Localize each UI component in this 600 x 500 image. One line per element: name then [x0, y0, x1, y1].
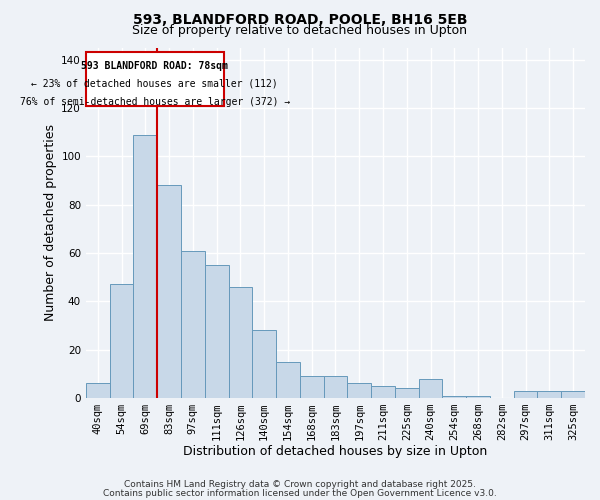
Bar — [395, 388, 419, 398]
Bar — [276, 362, 300, 398]
Bar — [514, 390, 538, 398]
Bar — [110, 284, 133, 398]
Bar — [323, 376, 347, 398]
Bar — [133, 134, 157, 398]
Bar — [86, 384, 110, 398]
Bar — [561, 390, 585, 398]
FancyBboxPatch shape — [86, 52, 224, 106]
Bar — [205, 265, 229, 398]
Text: Contains public sector information licensed under the Open Government Licence v3: Contains public sector information licen… — [103, 488, 497, 498]
X-axis label: Distribution of detached houses by size in Upton: Distribution of detached houses by size … — [184, 444, 488, 458]
Bar — [157, 186, 181, 398]
Text: Size of property relative to detached houses in Upton: Size of property relative to detached ho… — [133, 24, 467, 37]
Bar — [181, 250, 205, 398]
Bar — [371, 386, 395, 398]
Text: 76% of semi-detached houses are larger (372) →: 76% of semi-detached houses are larger (… — [20, 97, 290, 107]
Bar — [252, 330, 276, 398]
Bar — [300, 376, 323, 398]
Bar — [442, 396, 466, 398]
Y-axis label: Number of detached properties: Number of detached properties — [44, 124, 57, 321]
Bar — [466, 396, 490, 398]
Bar — [419, 378, 442, 398]
Text: Contains HM Land Registry data © Crown copyright and database right 2025.: Contains HM Land Registry data © Crown c… — [124, 480, 476, 489]
Text: ← 23% of detached houses are smaller (112): ← 23% of detached houses are smaller (11… — [31, 79, 278, 89]
Bar — [229, 287, 252, 398]
Text: 593 BLANDFORD ROAD: 78sqm: 593 BLANDFORD ROAD: 78sqm — [82, 61, 228, 71]
Text: 593, BLANDFORD ROAD, POOLE, BH16 5EB: 593, BLANDFORD ROAD, POOLE, BH16 5EB — [133, 12, 467, 26]
Bar — [538, 390, 561, 398]
Bar — [347, 384, 371, 398]
